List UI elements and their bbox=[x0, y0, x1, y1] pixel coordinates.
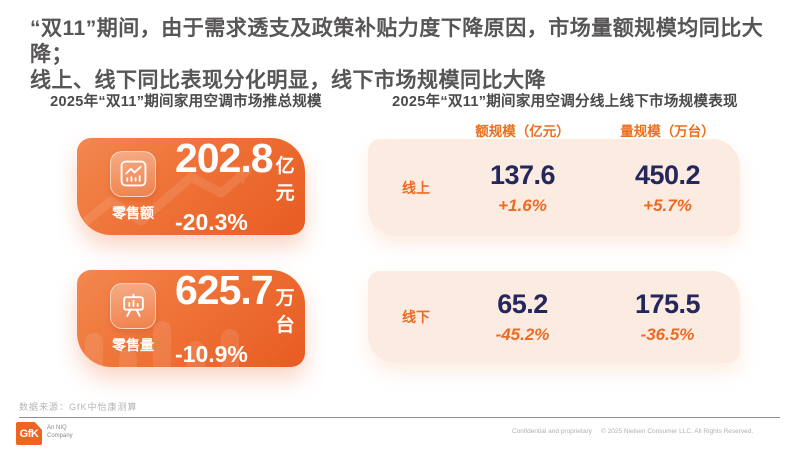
channel-table-header: 额规模（亿元） 量规模（万台） bbox=[368, 118, 740, 140]
left-section-header: 2025年“双11”期间家用空调市场推总规模 bbox=[50, 94, 322, 110]
gfk-logo: GfK bbox=[16, 422, 42, 445]
niq-tagline-line1: An NIQ bbox=[47, 425, 67, 431]
offline-amount-change: -45.2% bbox=[495, 325, 550, 344]
cell-online-amount: 137.6 +1.6% bbox=[450, 160, 595, 216]
online-volume-change: +5.7% bbox=[643, 195, 692, 215]
table-row-online: 线上 137.6 +1.6% 450.2 +5.7% bbox=[368, 139, 740, 236]
cell-offline-amount: 65.2 -45.2% bbox=[450, 289, 595, 345]
niq-tagline: An NIQ Company bbox=[47, 424, 73, 440]
column-header-amount: 额规模（亿元） bbox=[475, 124, 570, 139]
online-amount-value: 137.6 bbox=[489, 159, 556, 190]
confidential-note: Confidential and proprietary bbox=[512, 428, 592, 435]
line-chart-icon bbox=[110, 150, 156, 197]
kpi-change: -10.9% bbox=[175, 340, 248, 367]
kpi-icon-column: 零售量 bbox=[107, 282, 159, 355]
kpi-icon-column: 零售额 bbox=[107, 150, 159, 223]
kpi-label: 零售额 bbox=[112, 204, 154, 221]
offline-amount-value: 65.2 bbox=[497, 289, 548, 319]
cell-online-volume: 450.2 +5.7% bbox=[595, 160, 740, 216]
kpi-value: 625.7 bbox=[175, 270, 274, 313]
online-amount-change: +1.6% bbox=[498, 195, 547, 215]
row-label-offline: 线下 bbox=[402, 309, 430, 325]
kpi-unit: 亿元 bbox=[275, 155, 295, 204]
slide-title-line2: 线上、线下同比表现分化明显，线下市场规模同比大降 bbox=[30, 69, 546, 92]
row-label-online: 线上 bbox=[402, 179, 430, 196]
cell-offline-volume: 175.5 -36.5% bbox=[595, 289, 740, 345]
footer-divider bbox=[19, 417, 780, 418]
kpi-change: -20.3% bbox=[175, 208, 248, 235]
kpi-card-retail-value: 零售额 202.8 亿元 -20.3% bbox=[77, 138, 305, 235]
column-header-volume: 量规模（万台） bbox=[620, 124, 715, 139]
online-volume-value: 450.2 bbox=[634, 159, 701, 190]
kpi-value-column: 202.8 亿元 -20.3% bbox=[175, 138, 305, 235]
right-section-header: 2025年“双11”期间家用空调分线上线下市场规模表现 bbox=[392, 94, 738, 110]
offline-volume-change: -36.5% bbox=[640, 325, 695, 344]
offline-volume-value: 175.5 bbox=[634, 289, 701, 319]
data-source-note: 数据来源：GfK中怡康测算 bbox=[19, 402, 138, 412]
presentation-chart-icon bbox=[110, 282, 156, 329]
kpi-unit: 万台 bbox=[275, 287, 295, 336]
niq-tagline-line2: Company bbox=[47, 433, 73, 439]
slide-title: “双11”期间，由于需求透支及政策补贴力度下降原因，市场量额规模均同比大降； 线… bbox=[30, 16, 778, 94]
kpi-label: 零售量 bbox=[112, 336, 154, 353]
kpi-value: 202.8 bbox=[175, 138, 274, 181]
kpi-value-column: 625.7 万台 -10.9% bbox=[175, 270, 305, 367]
slide-title-line1: “双11”期间，由于需求透支及政策补贴力度下降原因，市场量额规模均同比大降； bbox=[30, 17, 764, 66]
table-row-offline: 线下 65.2 -45.2% 175.5 -36.5% bbox=[368, 271, 740, 363]
copyright-note: © 2025 Nielsen Consumer LLC. All Rights … bbox=[601, 428, 754, 435]
channel-table: 额规模（亿元） 量规模（万台） 线上 137.6 +1.6% 450.2 +5.… bbox=[368, 118, 740, 363]
kpi-card-retail-volume: 零售量 625.7 万台 -10.9% bbox=[77, 270, 305, 367]
